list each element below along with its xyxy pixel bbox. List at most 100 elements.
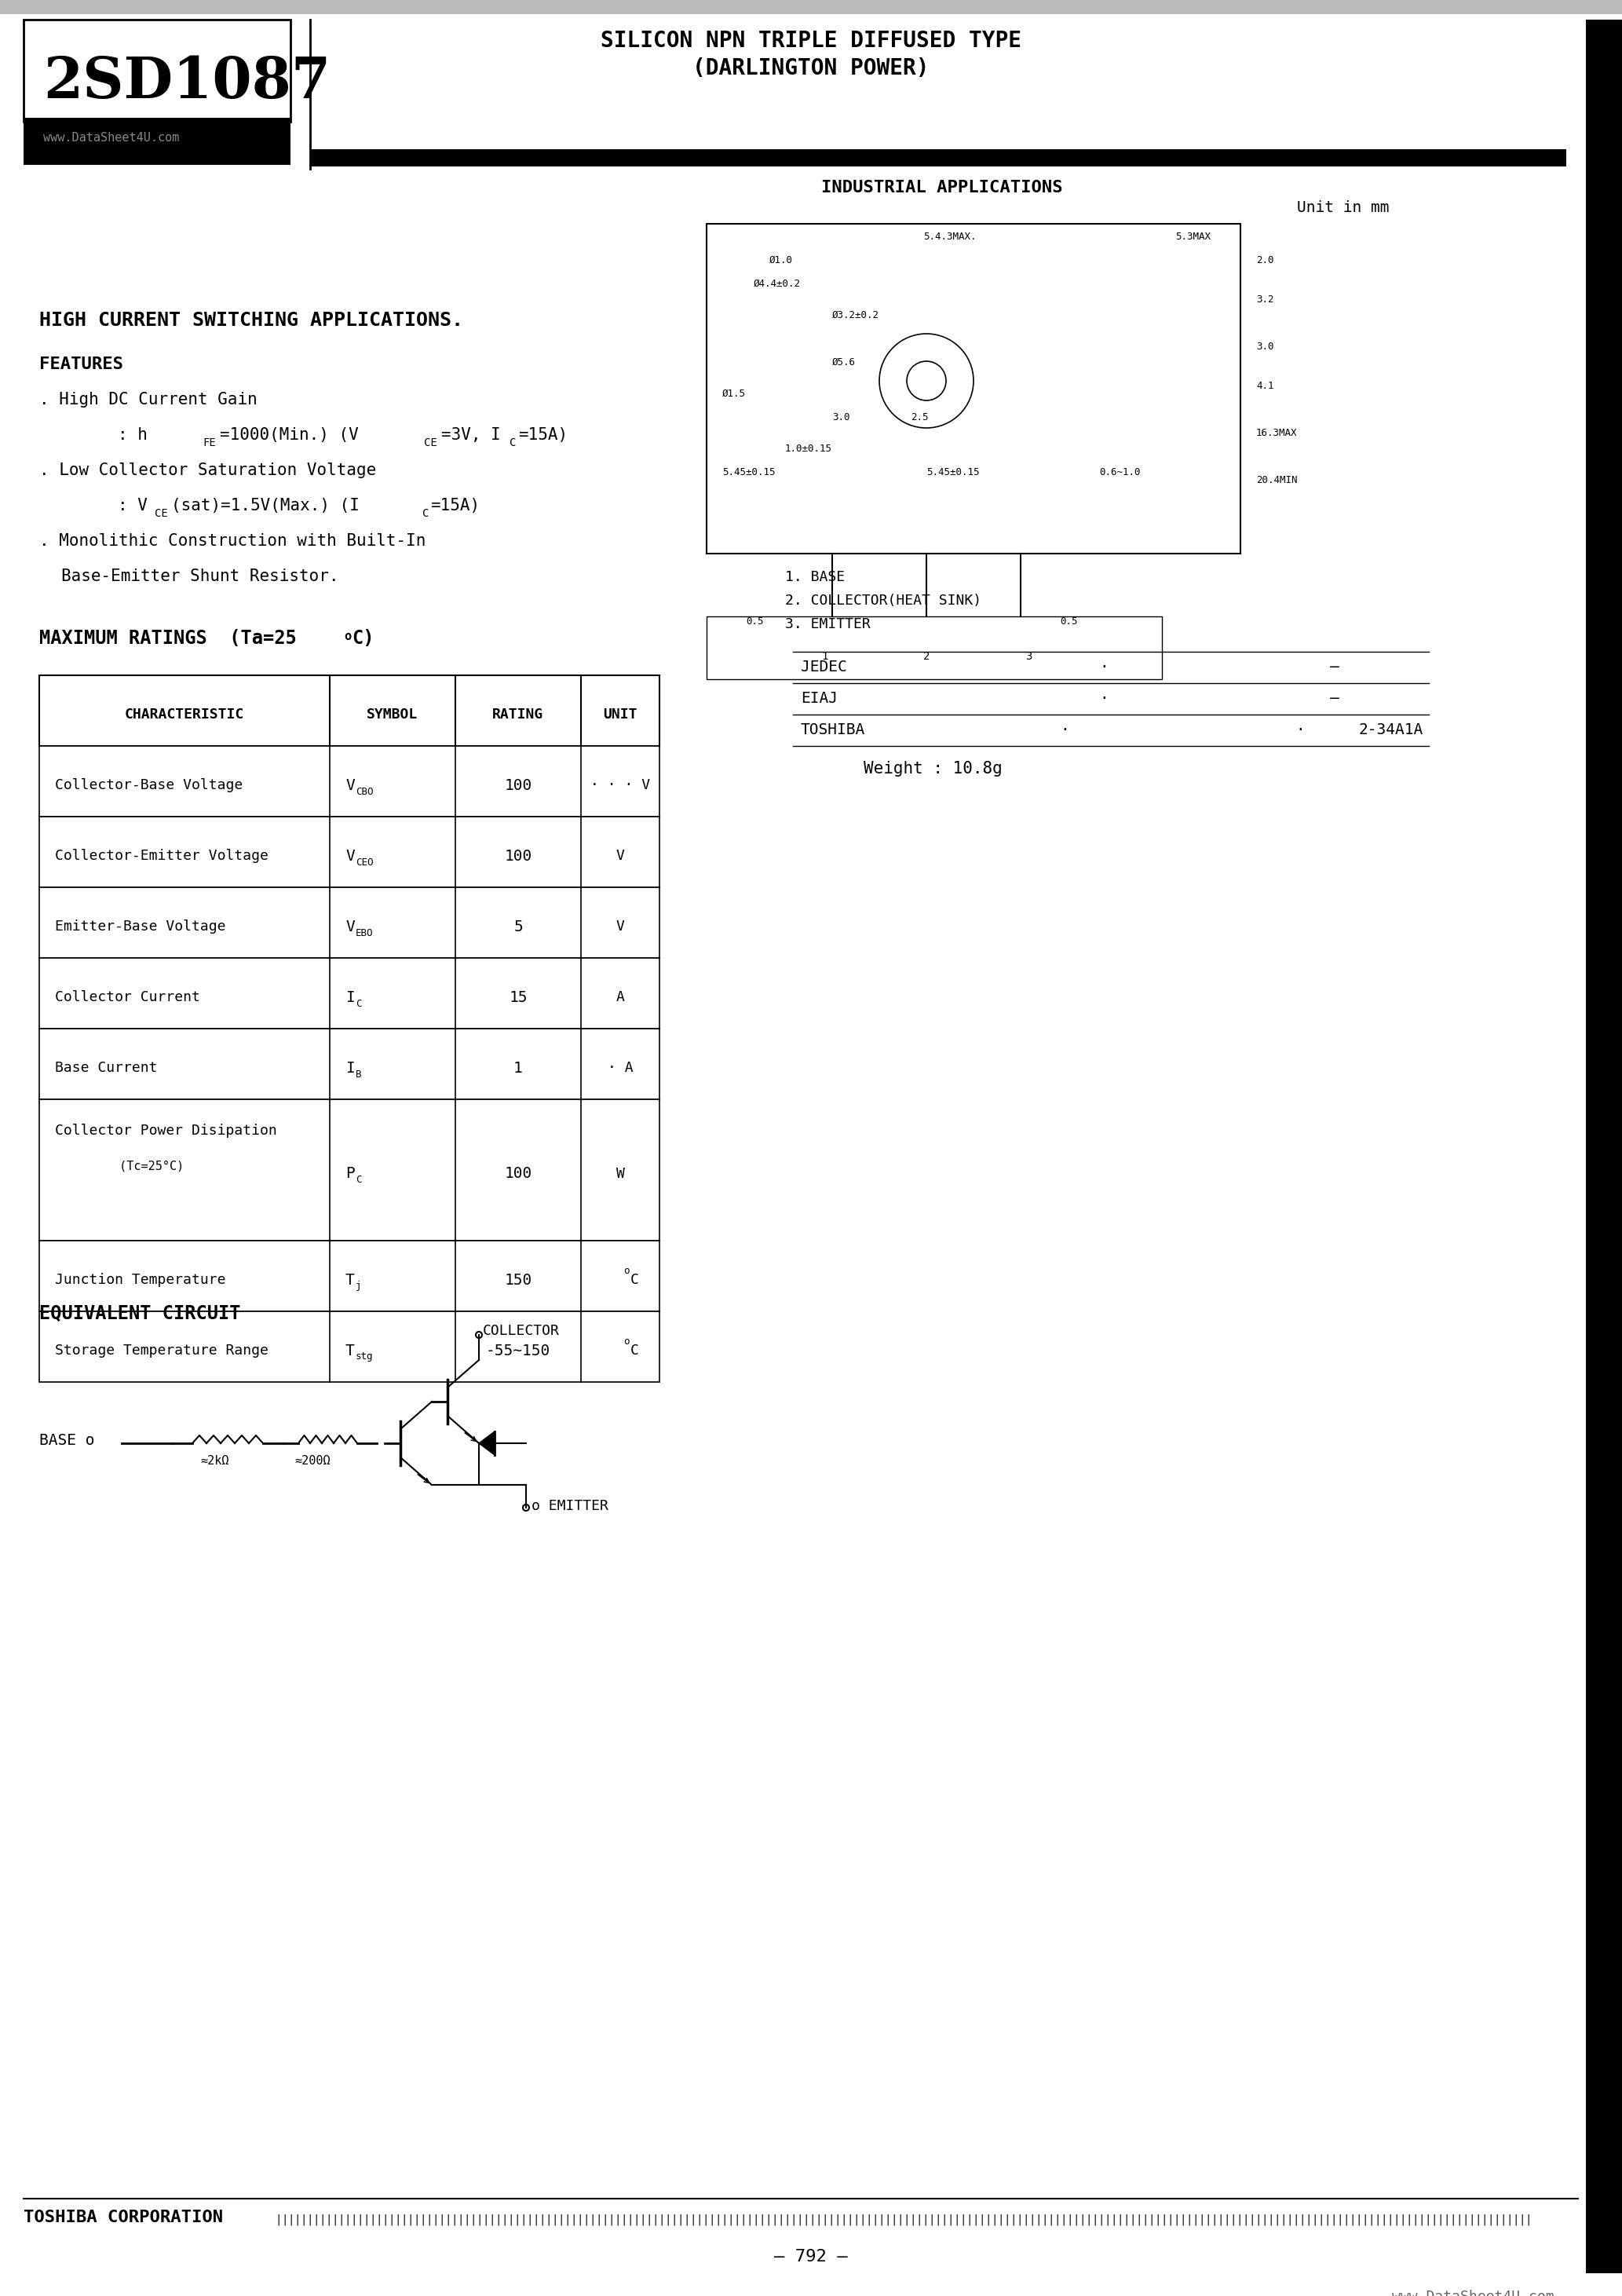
- Text: |: |: [1142, 2213, 1148, 2225]
- Text: |: |: [388, 2213, 394, 2225]
- Text: www.DataSheet4U.com: www.DataSheet4U.com: [1392, 2289, 1554, 2296]
- Text: A: A: [616, 990, 624, 1003]
- Text: CE: CE: [154, 507, 167, 519]
- Text: |: |: [790, 2213, 796, 2225]
- Text: |: |: [814, 2213, 821, 2225]
- Text: |: |: [639, 2213, 646, 2225]
- Text: |: |: [1199, 2213, 1205, 2225]
- Text: 1.0±0.15: 1.0±0.15: [785, 443, 832, 455]
- Text: Ø1.5: Ø1.5: [722, 388, 746, 400]
- Text: |: |: [294, 2213, 300, 2225]
- Text: |: |: [1280, 2213, 1286, 2225]
- Text: |: |: [551, 2213, 558, 2225]
- Text: I: I: [345, 990, 355, 1006]
- Text: |: |: [313, 2213, 320, 2225]
- Text: |: |: [576, 2213, 582, 2225]
- Text: |: |: [1354, 2213, 1361, 2225]
- Text: |: |: [1304, 2213, 1312, 2225]
- Text: |: |: [1525, 2213, 1531, 2225]
- Text: . High DC Current Gain: . High DC Current Gain: [39, 393, 258, 406]
- Text: |: |: [381, 2213, 388, 2225]
- Text: |: |: [519, 2213, 526, 2225]
- Bar: [310, 149, 1567, 168]
- Text: HIGH CURRENT SWITCHING APPLICATIONS.: HIGH CURRENT SWITCHING APPLICATIONS.: [39, 310, 464, 331]
- Text: 1: 1: [514, 1061, 522, 1075]
- Text: T: T: [345, 1343, 355, 1357]
- Text: |: |: [1293, 2213, 1299, 2225]
- Text: |: |: [659, 2213, 665, 2225]
- Text: T: T: [345, 1272, 355, 1288]
- Text: |: |: [1254, 2213, 1262, 2225]
- Text: |: |: [1461, 2213, 1468, 2225]
- Text: |: |: [608, 2213, 615, 2225]
- Text: Collector-Base Voltage: Collector-Base Voltage: [55, 778, 243, 792]
- Text: |: |: [1148, 2213, 1155, 2225]
- Text: |: |: [947, 2213, 954, 2225]
- Text: |: |: [1155, 2213, 1161, 2225]
- Text: |: |: [897, 2213, 903, 2225]
- Text: Collector Power Disipation: Collector Power Disipation: [55, 1123, 277, 1139]
- Text: |: |: [1418, 2213, 1424, 2225]
- Text: MAXIMUM RATINGS  (Ta=25: MAXIMUM RATINGS (Ta=25: [39, 629, 297, 647]
- Text: |: |: [915, 2213, 921, 2225]
- Text: 3.2: 3.2: [1255, 294, 1273, 305]
- Text: C: C: [509, 436, 516, 448]
- Text: |: |: [602, 2213, 608, 2225]
- Text: 1: 1: [821, 652, 827, 661]
- Text: |: |: [337, 2213, 344, 2225]
- Text: CBO: CBO: [355, 788, 373, 797]
- Bar: [39, 675, 660, 746]
- Text: |: |: [1066, 2213, 1072, 2225]
- Text: 100: 100: [504, 778, 532, 792]
- Text: 3. EMITTER: 3. EMITTER: [785, 618, 871, 631]
- Text: |: |: [1015, 2213, 1022, 2225]
- Text: |: |: [1350, 2213, 1356, 2225]
- Text: ·: ·: [1100, 659, 1108, 675]
- Text: |: |: [860, 2213, 866, 2225]
- Text: |: |: [770, 2213, 777, 2225]
- Text: 5.3MAX: 5.3MAX: [1176, 232, 1212, 241]
- Text: CEO: CEO: [355, 856, 373, 868]
- Text: |: |: [1337, 2213, 1343, 2225]
- Text: 15: 15: [509, 990, 527, 1006]
- Bar: [24, 117, 290, 165]
- Text: =15A): =15A): [517, 427, 568, 443]
- Text: 3.0: 3.0: [832, 413, 850, 422]
- Bar: [39, 1029, 660, 1100]
- Text: |: |: [1374, 2213, 1380, 2225]
- Text: |: |: [1431, 2213, 1437, 2225]
- Text: |: |: [414, 2213, 420, 2225]
- Text: |: |: [1116, 2213, 1122, 2225]
- Text: |: |: [928, 2213, 934, 2225]
- Text: FE: FE: [203, 436, 216, 448]
- Text: |: |: [847, 2213, 853, 2225]
- Text: |: |: [1450, 2213, 1457, 2225]
- Text: |: |: [1249, 2213, 1255, 2225]
- Text: |: |: [959, 2213, 967, 2225]
- Text: V: V: [616, 918, 624, 934]
- Text: |: |: [676, 2213, 683, 2225]
- Text: |: |: [469, 2213, 477, 2225]
- Text: o: o: [623, 1336, 629, 1345]
- Text: |: |: [1481, 2213, 1487, 2225]
- Text: |: |: [401, 2213, 407, 2225]
- Text: TOSHIBA CORPORATION: TOSHIBA CORPORATION: [24, 2209, 224, 2225]
- Text: |: |: [444, 2213, 451, 2225]
- Text: 5.45±0.15: 5.45±0.15: [926, 466, 980, 478]
- Text: |: |: [539, 2213, 545, 2225]
- Text: |: |: [663, 2213, 672, 2225]
- Text: |: |: [865, 2213, 871, 2225]
- Text: |: |: [431, 2213, 438, 2225]
- Text: 2.5: 2.5: [910, 413, 928, 422]
- Text: 2: 2: [923, 652, 929, 661]
- Text: P: P: [345, 1166, 355, 1182]
- Text: |: |: [1041, 2213, 1048, 2225]
- Text: |: |: [821, 2213, 827, 2225]
- Text: |: |: [407, 2213, 414, 2225]
- Text: |: |: [307, 2213, 313, 2225]
- Text: |: |: [482, 2213, 488, 2225]
- Text: —: —: [1330, 691, 1340, 705]
- Text: |: |: [1054, 2213, 1061, 2225]
- Text: ≈200Ω: ≈200Ω: [295, 1456, 331, 1467]
- Text: Junction Temperature: Junction Temperature: [55, 1272, 225, 1288]
